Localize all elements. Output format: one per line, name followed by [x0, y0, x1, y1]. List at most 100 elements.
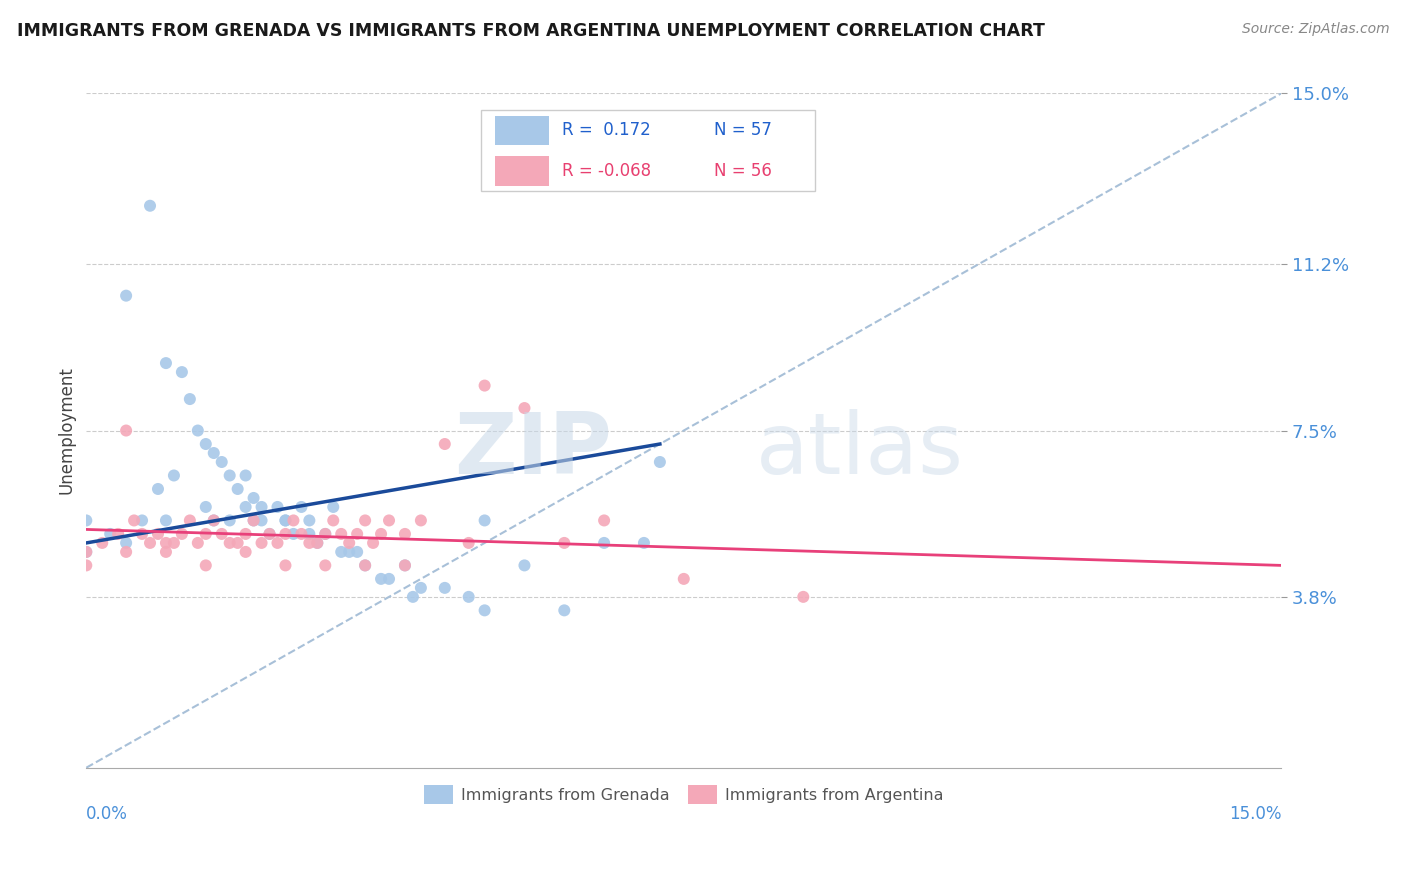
Text: 0.0%: 0.0% [86, 805, 128, 822]
Point [314, 527, 336, 541]
Point [218, 536, 240, 550]
Point [330, 545, 353, 559]
Legend: Immigrants from Grenada, Immigrants from Argentina: Immigrants from Grenada, Immigrants from… [418, 779, 950, 810]
Point [163, 536, 186, 550]
Point [170, 365, 193, 379]
Point [202, 513, 225, 527]
Text: R =  0.172: R = 0.172 [562, 121, 651, 139]
Point [75, 513, 97, 527]
Point [593, 513, 616, 527]
Point [394, 558, 416, 573]
Point [250, 513, 273, 527]
Point [139, 536, 162, 550]
Point [266, 536, 288, 550]
Point [235, 500, 257, 514]
Point [194, 500, 217, 514]
Text: N = 57: N = 57 [714, 121, 772, 139]
Point [298, 513, 321, 527]
Point [457, 536, 479, 550]
Point [346, 545, 368, 559]
Point [211, 455, 233, 469]
Point [202, 513, 225, 527]
Point [370, 527, 392, 541]
Point [202, 446, 225, 460]
Point [259, 527, 281, 541]
FancyBboxPatch shape [481, 111, 815, 191]
Point [122, 513, 145, 527]
Point [633, 536, 655, 550]
Point [107, 527, 129, 541]
Point [433, 437, 456, 451]
Point [211, 527, 233, 541]
Point [266, 500, 288, 514]
Point [250, 500, 273, 514]
Point [314, 527, 336, 541]
Text: ZIP: ZIP [454, 409, 612, 492]
Point [242, 513, 264, 527]
Point [433, 581, 456, 595]
Point [290, 500, 312, 514]
Point [170, 527, 193, 541]
Point [235, 527, 257, 541]
Point [672, 572, 695, 586]
Point [91, 536, 114, 550]
Point [361, 536, 384, 550]
Point [474, 513, 496, 527]
Point [226, 482, 249, 496]
Point [274, 527, 297, 541]
Point [354, 558, 377, 573]
Point [155, 545, 177, 559]
Point [553, 603, 575, 617]
Point [242, 491, 264, 505]
Point [378, 572, 401, 586]
Point [378, 513, 401, 527]
Text: 15.0%: 15.0% [1229, 805, 1281, 822]
Point [179, 392, 201, 406]
Point [226, 536, 249, 550]
Point [553, 536, 575, 550]
Text: Source: ZipAtlas.com: Source: ZipAtlas.com [1241, 22, 1389, 37]
Point [346, 527, 368, 541]
Text: IMMIGRANTS FROM GRENADA VS IMMIGRANTS FROM ARGENTINA UNEMPLOYMENT CORRELATION CH: IMMIGRANTS FROM GRENADA VS IMMIGRANTS FR… [17, 22, 1045, 40]
Point [75, 545, 97, 559]
Point [163, 468, 186, 483]
Point [131, 513, 153, 527]
Point [513, 401, 536, 415]
Point [146, 527, 169, 541]
Point [187, 424, 209, 438]
Point [75, 545, 97, 559]
Text: R = -0.068: R = -0.068 [562, 162, 651, 180]
Point [402, 590, 425, 604]
Point [274, 513, 297, 527]
Point [354, 558, 377, 573]
Point [131, 527, 153, 541]
Point [322, 500, 344, 514]
Point [235, 468, 257, 483]
Point [75, 558, 97, 573]
Point [314, 558, 336, 573]
Point [115, 545, 138, 559]
Bar [495, 116, 548, 145]
Point [322, 513, 344, 527]
Point [457, 590, 479, 604]
Point [179, 513, 201, 527]
Point [115, 288, 138, 302]
Point [298, 536, 321, 550]
Point [194, 527, 217, 541]
Point [115, 536, 138, 550]
Point [290, 527, 312, 541]
Point [298, 527, 321, 541]
Point [250, 536, 273, 550]
Point [274, 513, 297, 527]
Point [394, 527, 416, 541]
Point [307, 536, 329, 550]
Bar [495, 156, 548, 186]
Point [187, 536, 209, 550]
Text: atlas: atlas [755, 409, 963, 492]
Point [330, 527, 353, 541]
Point [474, 378, 496, 392]
Point [513, 558, 536, 573]
Point [155, 536, 177, 550]
Point [235, 545, 257, 559]
Point [307, 536, 329, 550]
